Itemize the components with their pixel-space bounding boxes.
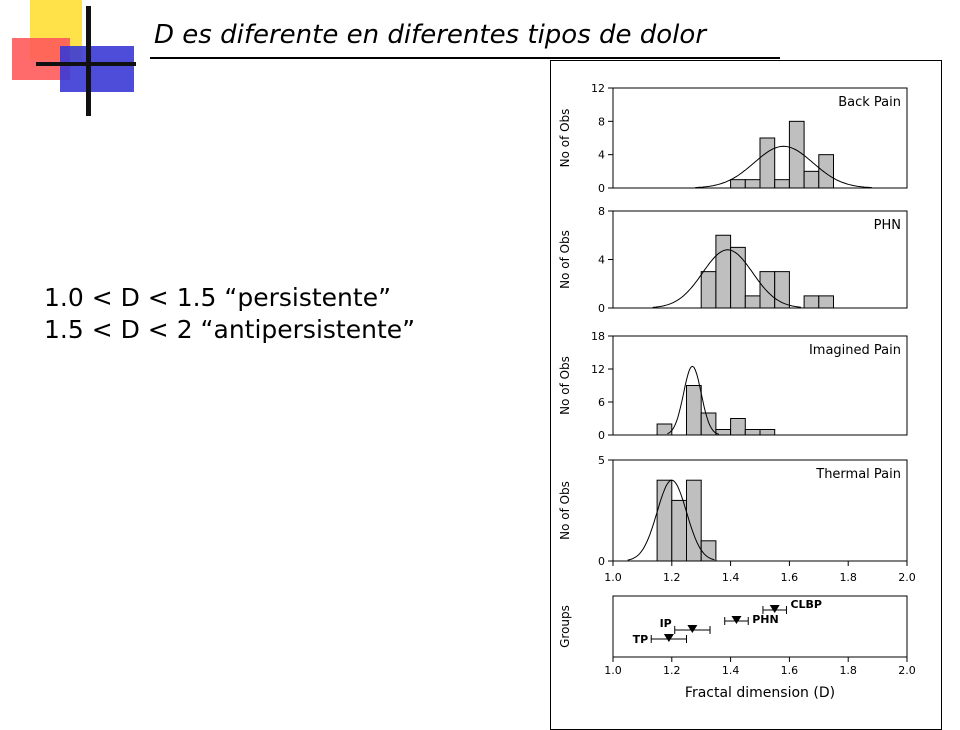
normal-fit-curve <box>627 479 715 561</box>
x-tick-label: 1.2 <box>663 664 681 677</box>
decorative-logo <box>12 0 136 116</box>
histogram-bar <box>700 271 717 309</box>
panel-label: PHN <box>874 218 901 233</box>
x-tick-label: 1.4 <box>722 571 740 584</box>
y-tick-label: 12 <box>591 363 605 376</box>
histogram-bar <box>744 429 761 436</box>
y-tick-label: 5 <box>598 454 605 467</box>
x-tick-label: 1.6 <box>781 571 799 584</box>
normal-fit-curve <box>695 145 872 188</box>
x-tick-label: 1.2 <box>663 571 681 584</box>
range-definitions: 1.0 < D < 1.5 “persistente” 1.5 < D < 2 … <box>44 282 415 346</box>
histogram-bar <box>774 271 790 309</box>
y-tick-label: 0 <box>598 555 605 568</box>
histogram-bar <box>730 179 746 189</box>
histogram-bar <box>744 295 761 309</box>
histogram-bar <box>730 418 746 436</box>
y-tick-label: 4 <box>598 149 605 162</box>
group-mean-marker <box>769 605 780 613</box>
histogram-bar <box>686 479 702 562</box>
histogram-bar <box>759 429 776 436</box>
normal-fit-curve <box>667 365 719 435</box>
histogram-bar <box>788 120 805 189</box>
groups-panel-frame <box>612 595 908 658</box>
y-tick-label: 6 <box>598 396 605 409</box>
histogram-bar <box>818 295 834 309</box>
panel-frame <box>612 459 908 562</box>
group-label: CLBP <box>790 598 822 611</box>
y-axis-label: No of Obs <box>558 109 572 168</box>
y-axis-label: No of Obs <box>558 230 572 289</box>
x-tick-label: 1.0 <box>604 571 622 584</box>
group-mean-marker <box>687 625 698 633</box>
histogram-bar <box>744 179 761 189</box>
y-axis-label: No of Obs <box>558 356 572 415</box>
group-mean-marker <box>731 616 742 624</box>
x-tick-label: 1.8 <box>839 664 857 677</box>
panel-label: Thermal Pain <box>815 467 901 482</box>
histogram-bar <box>818 154 834 189</box>
y-tick-label: 4 <box>598 254 605 267</box>
histogram-bar <box>686 385 702 436</box>
logo-vertical-bar <box>86 6 91 116</box>
x-axis-label: Fractal dimension (D) <box>685 685 835 701</box>
group-label: TP <box>633 633 649 646</box>
range-persistent: 1.0 < D < 1.5 “persistente” <box>44 283 392 312</box>
group-label: PHN <box>752 613 778 626</box>
group-mean-marker <box>663 634 674 642</box>
histogram-bar <box>803 295 820 309</box>
histogram-bar <box>759 271 776 309</box>
y-tick-label: 0 <box>598 429 605 442</box>
histogram-bar <box>730 246 746 309</box>
panel-label: Imagined Pain <box>809 343 901 358</box>
range-antipersistent: 1.5 < D < 2 “antipersistente” <box>44 315 416 344</box>
normal-fit-curve <box>652 249 802 308</box>
y-tick-label: 12 <box>591 82 605 95</box>
histogram-bar <box>656 479 673 562</box>
x-tick-label: 1.8 <box>839 571 857 584</box>
y-tick-label: 18 <box>591 330 605 343</box>
y-tick-label: 0 <box>598 302 605 315</box>
slide-title: D es diferente en diferentes tipos de do… <box>154 20 707 50</box>
group-label: IP <box>660 617 672 630</box>
histogram-bar <box>671 499 687 562</box>
x-tick-label: 1.4 <box>722 664 740 677</box>
x-tick-label: 2.0 <box>898 571 916 584</box>
groups-axis-label: Groups <box>558 605 572 648</box>
x-tick-label: 2.0 <box>898 664 916 677</box>
x-tick-label: 1.0 <box>604 664 622 677</box>
histogram-bar <box>759 137 776 189</box>
y-tick-label: 0 <box>598 182 605 195</box>
histogram-bar <box>715 234 732 309</box>
title-underline <box>150 57 780 59</box>
y-axis-label: No of Obs <box>558 481 572 540</box>
logo-horizontal-bar <box>36 62 136 66</box>
panel-label: Back Pain <box>838 95 901 110</box>
histogram-bar <box>774 179 790 189</box>
x-tick-label: 1.6 <box>781 664 799 677</box>
histogram-bar <box>656 423 673 436</box>
y-tick-label: 8 <box>598 205 605 218</box>
histogram-bar <box>803 170 820 189</box>
logo-blue-square <box>60 46 134 92</box>
y-tick-label: 8 <box>598 115 605 128</box>
